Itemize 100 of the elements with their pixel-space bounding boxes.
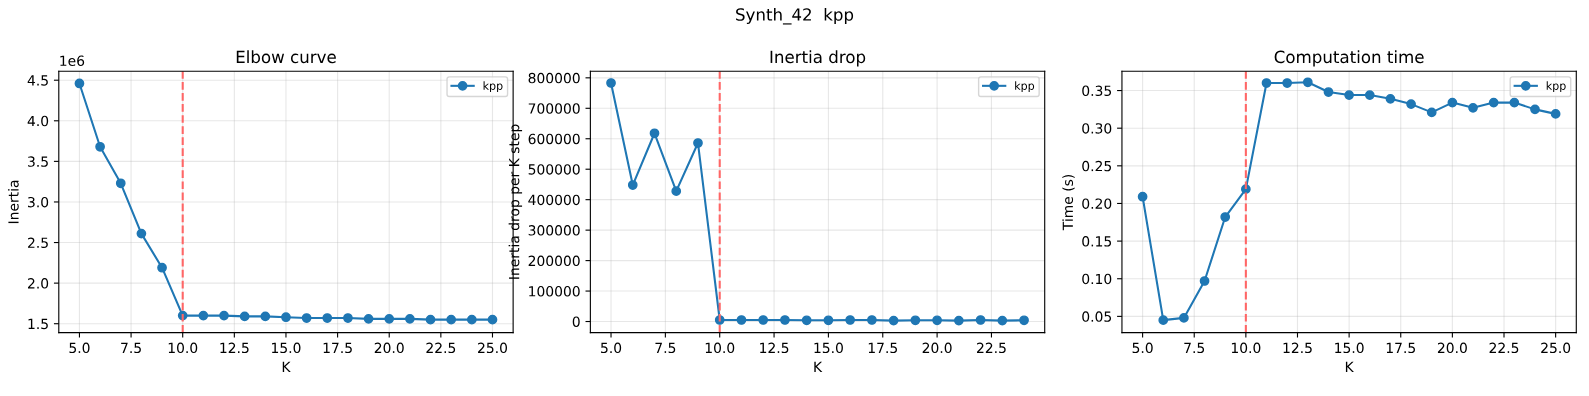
point [801, 315, 812, 326]
point [1550, 109, 1561, 119]
point [1137, 191, 1148, 202]
chart-title: Computation time [1274, 50, 1424, 67]
y-tick-label: 600000 [528, 133, 580, 145]
y-tick-label: 0.05 [1082, 311, 1112, 322]
point [425, 314, 436, 325]
point [405, 313, 415, 324]
point [1530, 104, 1540, 115]
y-tick-label: 0.35 [1082, 85, 1112, 97]
point [281, 312, 291, 323]
x-tick-label: 25.0 [1541, 342, 1571, 354]
point [1199, 276, 1210, 286]
x-tick-label: 15.0 [272, 342, 301, 354]
point [1261, 78, 1272, 88]
legend-label: kpp [1015, 81, 1035, 93]
point [975, 315, 986, 325]
point [997, 315, 1008, 326]
y-tick-label: 800000 [528, 72, 580, 84]
point [1364, 90, 1375, 100]
x-tick-label: 17.5 [323, 342, 352, 354]
y-axis-title: Time (s) [1062, 174, 1075, 231]
x-tick-label: 12.5 [760, 342, 789, 354]
point [1426, 107, 1437, 118]
y-tick-label: 0.20 [1082, 198, 1112, 209]
point [136, 228, 147, 239]
point [780, 315, 790, 325]
point [867, 315, 877, 325]
point [693, 138, 703, 148]
point [487, 314, 498, 325]
x-tick-label: 22.5 [977, 342, 1006, 354]
point [1468, 103, 1478, 113]
y-tick-label: 4.0 [27, 115, 49, 127]
point [1179, 313, 1189, 323]
y-tick-label: 0.10 [1082, 273, 1112, 285]
x-tick-label: 22.5 [426, 342, 456, 354]
point [239, 311, 250, 322]
point [1344, 90, 1354, 100]
point [466, 314, 477, 325]
text: 1e6 [60, 55, 85, 66]
point [1323, 87, 1334, 97]
y-axis-title: Inertia drop per K step [508, 124, 523, 279]
x-tick-label: 17.5 [1386, 342, 1415, 354]
y-axis-title: Inertia [7, 180, 19, 224]
point [198, 310, 209, 321]
x-tick-label: 12.5 [220, 342, 249, 354]
point [322, 313, 333, 323]
x-tick-label: 25.0 [478, 342, 508, 354]
y-tick-label: 200000 [528, 255, 580, 267]
x-tick-label: 7.5 [121, 342, 141, 354]
point [343, 313, 353, 323]
x-tick-label: 10.0 [705, 342, 735, 354]
point [260, 311, 271, 322]
x-axis-title: K [282, 361, 291, 372]
x-tick-label: 15.0 [814, 342, 843, 354]
x-axis-title: K [814, 361, 823, 372]
point [157, 262, 167, 273]
point [627, 180, 638, 190]
point [606, 78, 616, 88]
point [384, 313, 395, 324]
y-tick-label: 0.25 [1082, 160, 1112, 172]
point [1220, 212, 1231, 222]
point [115, 178, 126, 189]
point [953, 315, 964, 326]
x-tick-label: 22.5 [1489, 342, 1519, 354]
point [910, 315, 921, 326]
y-tick-label: 400000 [528, 194, 580, 206]
point [932, 315, 942, 326]
y-tick-label: 100000 [529, 286, 580, 297]
point [758, 315, 769, 325]
text: Synth_42 kpp [736, 7, 854, 25]
point [1447, 97, 1458, 108]
point [671, 186, 682, 197]
point [1385, 93, 1396, 104]
point [1509, 97, 1520, 108]
y-tick-label: 0.30 [1082, 123, 1112, 134]
x-tick-label: 10.0 [1231, 342, 1261, 354]
legend-label: kpp [1546, 81, 1566, 93]
x-tick-label: 12.5 [1283, 342, 1312, 354]
x-tick-label: 20.0 [374, 342, 404, 354]
y-tick-label: 0.15 [1082, 236, 1112, 247]
x-tick-label: 7.5 [655, 342, 676, 354]
point [823, 315, 834, 326]
point [219, 310, 229, 321]
chart-title: Elbow curve [236, 50, 336, 64]
y-tick-label: 4.5 [27, 75, 48, 86]
y-tick-label: 3.5 [28, 156, 48, 167]
x-tick-label: 20.0 [922, 342, 952, 354]
y-tick-label: 2.5 [28, 237, 48, 249]
point [1158, 315, 1169, 326]
x-tick-label: 5.0 [1132, 342, 1153, 354]
y-tick-label: 2.0 [28, 278, 49, 289]
point [845, 315, 856, 325]
point [649, 128, 660, 139]
point [888, 315, 899, 326]
y-tick-label: 0 [572, 316, 580, 327]
x-tick-label: 20.0 [1437, 342, 1467, 354]
y-tick-label: 1.5 [28, 318, 48, 330]
x-tick-label: 7.5 [1184, 342, 1205, 354]
y-tick-label: 3.0 [28, 196, 49, 208]
